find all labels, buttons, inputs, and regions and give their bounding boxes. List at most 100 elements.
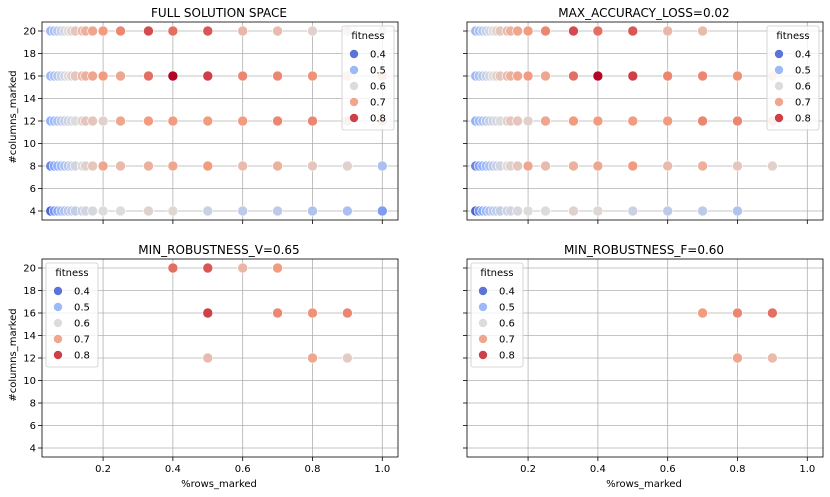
scatter-point: [237, 115, 248, 127]
legend-entry-label: 0.7: [499, 335, 515, 346]
scatter-point: [627, 160, 639, 172]
y-axis-label: #columns_marked: [8, 308, 19, 401]
scatter-point: [307, 205, 318, 217]
legend-entry-label: 0.4: [370, 50, 386, 61]
scatter-point: [167, 115, 179, 127]
scatter-point: [237, 25, 248, 37]
scatter-point: [522, 160, 534, 172]
scatter-point: [662, 115, 673, 127]
legend-entry-label: 0.7: [370, 98, 386, 109]
scatter-point: [540, 115, 551, 127]
y-tick-label: 8: [30, 162, 36, 173]
scatter-point: [143, 160, 154, 172]
plot-area: 0.2 0.4 0.6 0.8 1.0 4 6 8 10 12 14 16 18 20: [23, 258, 399, 475]
scatter-point: [522, 115, 534, 127]
scatter-point: [627, 115, 639, 127]
legend: fitness 0.4 0.5 0.6 0.7 0.8: [766, 25, 820, 131]
legend-entry-label: 0.8: [499, 351, 515, 362]
scatter-point: [97, 70, 109, 82]
scatter-point: [307, 70, 318, 82]
scatter-point: [732, 352, 743, 364]
legend-marker: [478, 350, 488, 360]
legend-entry-label: 0.6: [370, 82, 386, 93]
legend-entry-label: 0.4: [499, 287, 515, 298]
y-tick-label: 12: [23, 354, 36, 365]
scatter-point: [627, 70, 639, 82]
y-tick-label: 14: [23, 331, 36, 342]
x-tick-label: 0.8: [730, 464, 746, 475]
scatter-point: [767, 307, 778, 319]
panel-max-accuracy-loss: MAX_ACCURACY_LOSS=0.02 fitness 0.4 0.5 0…: [463, 6, 824, 224]
scatter-point: [272, 307, 283, 319]
panel-title: MAX_ACCURACY_LOSS=0.02: [558, 6, 729, 20]
scatter-point: [592, 70, 604, 82]
panel-min-robustness-f: 0.2 0.4 0.6 0.8 1.0 MIN_ROBUSTNESS_F=0.60 %r…: [463, 243, 824, 490]
legend-marker: [53, 286, 63, 296]
scatter-point: [540, 205, 551, 217]
scatter-point: [512, 70, 523, 82]
scatter-point: [167, 160, 179, 172]
scatter-point: [115, 205, 126, 217]
scatter-point: [662, 160, 673, 172]
legend-entry-label: 0.7: [74, 335, 90, 346]
x-tick-label: 0.4: [165, 464, 181, 475]
scatter-point: [592, 25, 604, 37]
scatter-point: [732, 70, 743, 82]
legend-entry-label: 0.4: [74, 287, 90, 298]
scatter-point: [342, 160, 353, 172]
scatter-point: [342, 307, 353, 319]
scatter-point: [272, 25, 283, 37]
scatter-point: [272, 205, 283, 217]
scatter-point: [592, 205, 604, 217]
legend-entry-label: 0.8: [74, 351, 90, 362]
scatter-point: [376, 160, 388, 172]
legend-marker: [349, 113, 359, 123]
legend-entry-label: 0.5: [499, 303, 515, 314]
scatter-point: [627, 25, 639, 37]
scatter-point: [697, 25, 708, 37]
panel-title: FULL SOLUTION SPACE: [151, 6, 287, 20]
legend-title: fitness: [480, 268, 513, 279]
legend-marker: [478, 334, 488, 344]
legend-marker: [478, 318, 488, 328]
scatter-point: [568, 205, 579, 217]
x-tick-label: 1.0: [799, 464, 815, 475]
scatter-point: [540, 25, 551, 37]
scatter-point: [697, 205, 708, 217]
legend-entry-label: 0.8: [795, 114, 811, 125]
scatter-point: [307, 307, 318, 319]
scatter-point: [522, 25, 534, 37]
scatter-point: [272, 70, 283, 82]
scatter-point: [202, 352, 214, 364]
scatter-point: [512, 205, 523, 217]
scatter-point: [87, 25, 98, 37]
panel-full-solution-space: 4 6 8 10 12 14 16 18 20 FULL SOLUTION SPACE #col…: [8, 6, 399, 224]
legend-title: fitness: [55, 268, 88, 279]
legend-marker: [774, 113, 784, 123]
scatter-point: [697, 70, 708, 82]
scatter-point: [237, 70, 248, 82]
scatter-point: [540, 70, 551, 82]
scatter-point: [143, 70, 154, 82]
scatter-point: [97, 115, 109, 127]
scatter-point: [237, 262, 248, 274]
panel-title: MIN_ROBUSTNESS_F=0.60: [564, 243, 724, 257]
legend-title: fitness: [351, 31, 384, 42]
x-tick-label: 0.2: [95, 464, 111, 475]
legend-title: fitness: [776, 31, 809, 42]
x-tick-label: 0.8: [305, 464, 321, 475]
scatter-point: [167, 205, 179, 217]
legend-marker: [53, 302, 63, 312]
y-tick-label: 18: [23, 49, 36, 60]
scatter-point: [307, 160, 318, 172]
legend-entry-label: 0.5: [370, 66, 386, 77]
legend-entry-label: 0.5: [795, 66, 811, 77]
scatter-point: [97, 205, 109, 217]
scatter-point: [732, 115, 743, 127]
scatter-point: [592, 160, 604, 172]
scatter-point: [167, 262, 179, 274]
scatter-point: [732, 160, 743, 172]
scatter-point: [115, 115, 126, 127]
legend-marker: [53, 350, 63, 360]
legend-marker: [774, 81, 784, 91]
